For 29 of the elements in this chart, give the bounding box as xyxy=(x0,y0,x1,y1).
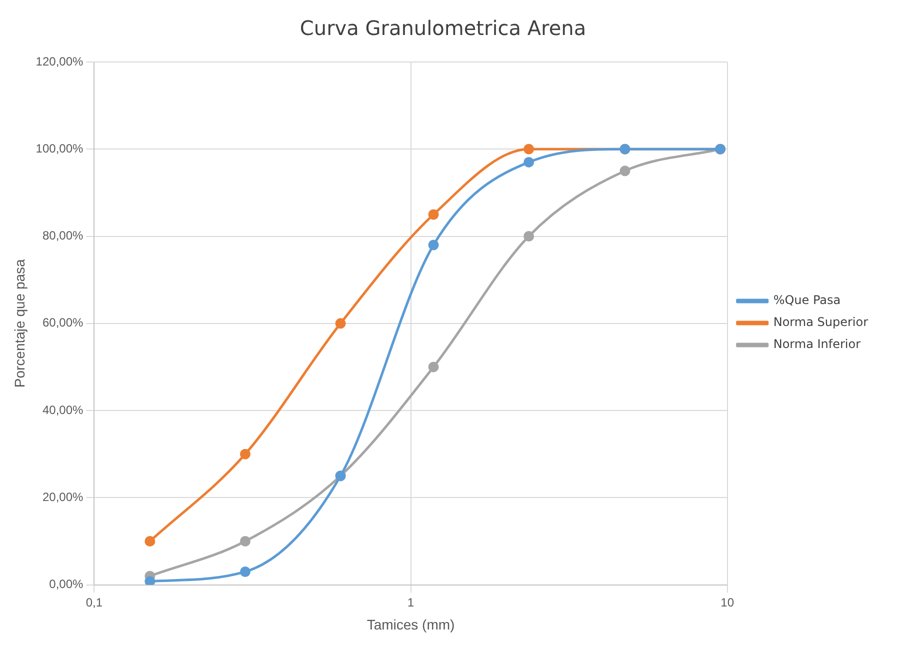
point xyxy=(335,318,346,329)
y-tick-label: 40,00% xyxy=(42,402,84,417)
y-tick-label: 20,00% xyxy=(42,490,84,504)
point xyxy=(524,231,534,242)
chart-title: Curva Granulometrica Arena xyxy=(300,16,586,40)
y-tick-label: 60,00% xyxy=(42,316,84,330)
x-tick-label: 0,1 xyxy=(86,595,103,610)
point xyxy=(524,144,534,154)
x-axis-title: Tamices (mm) xyxy=(366,616,455,632)
y-tick-label: 80,00% xyxy=(42,228,84,243)
point xyxy=(240,536,250,546)
legend-label: Norma Superior xyxy=(773,315,868,330)
point xyxy=(428,240,439,250)
legend-label: Norma Inferior xyxy=(773,337,861,352)
y-axis-title: Porcentaje que pasa xyxy=(11,258,28,388)
x-tick-label: 1 xyxy=(407,595,414,610)
y-tick-label: 100,00% xyxy=(36,141,84,156)
point xyxy=(524,156,534,168)
y-tick-label: 0,00% xyxy=(49,577,84,592)
point xyxy=(240,448,250,460)
legend-label: %Que Pasa xyxy=(773,293,841,308)
point xyxy=(620,166,630,176)
y-tick-label: 120,00% xyxy=(36,54,84,68)
x-tick-label: 10 xyxy=(720,595,734,610)
point xyxy=(144,536,156,546)
point xyxy=(240,566,250,577)
point xyxy=(428,209,439,220)
point xyxy=(428,362,439,372)
point xyxy=(144,576,156,585)
